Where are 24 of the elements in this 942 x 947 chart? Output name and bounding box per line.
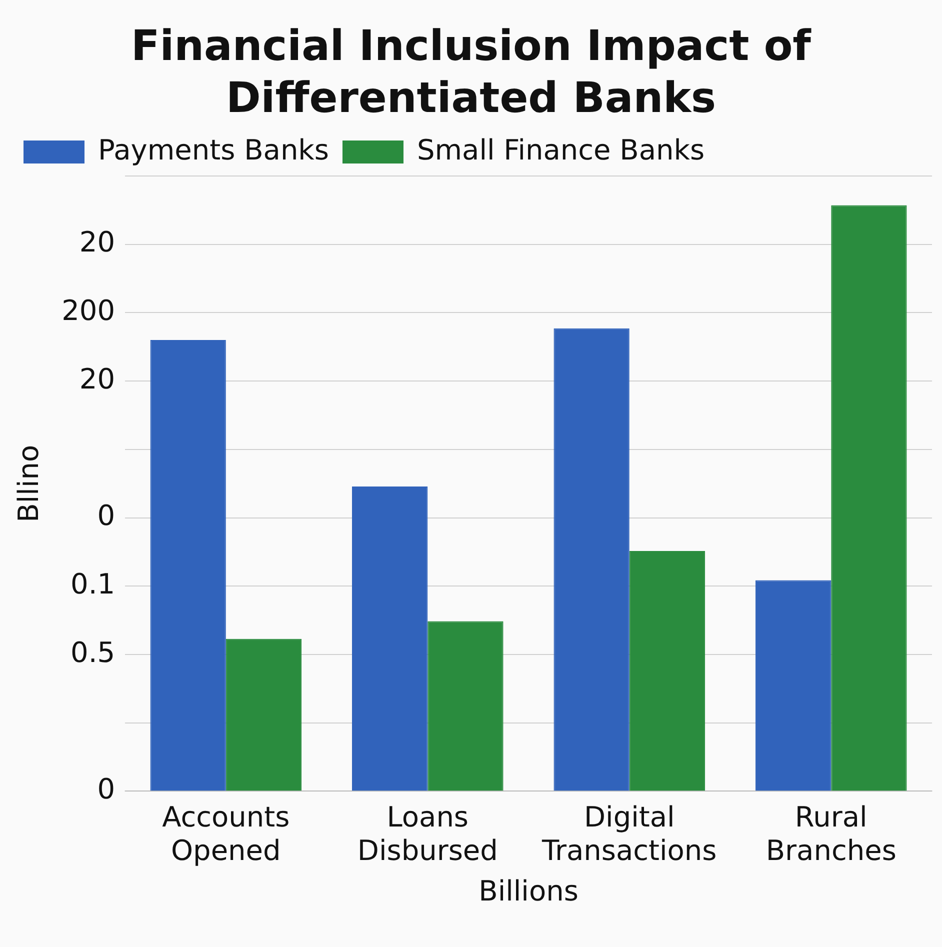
bar <box>755 580 832 791</box>
legend-label: Small Finance Banks <box>416 133 705 166</box>
bar <box>554 328 630 791</box>
x-tick-label: Loans Disbursed <box>357 800 498 867</box>
bar <box>428 621 504 791</box>
text: 20 <box>79 226 116 259</box>
y-axis-title: Bllino <box>12 444 46 522</box>
text: 0 <box>97 772 116 806</box>
x-axis-title: Billions <box>478 874 578 908</box>
bar <box>629 550 706 791</box>
bar <box>226 638 302 791</box>
chart-title: Financial Inclusion Impact of Differentiated Banks <box>130 20 812 124</box>
x-tick-label: Rural Branches <box>766 800 896 867</box>
bar <box>831 205 907 791</box>
legend-label: Payments Banks <box>98 133 329 166</box>
bar <box>352 486 428 791</box>
text: 0.1 <box>70 567 116 600</box>
x-tick-label: Accounts Opened <box>162 800 290 867</box>
text: 200 <box>62 294 116 327</box>
text: 20 <box>79 362 116 396</box>
bar <box>150 340 226 791</box>
x-tick-label: Digital Transactions <box>541 800 717 867</box>
text: 0.5 <box>70 636 116 669</box>
text: 0 <box>97 499 116 532</box>
